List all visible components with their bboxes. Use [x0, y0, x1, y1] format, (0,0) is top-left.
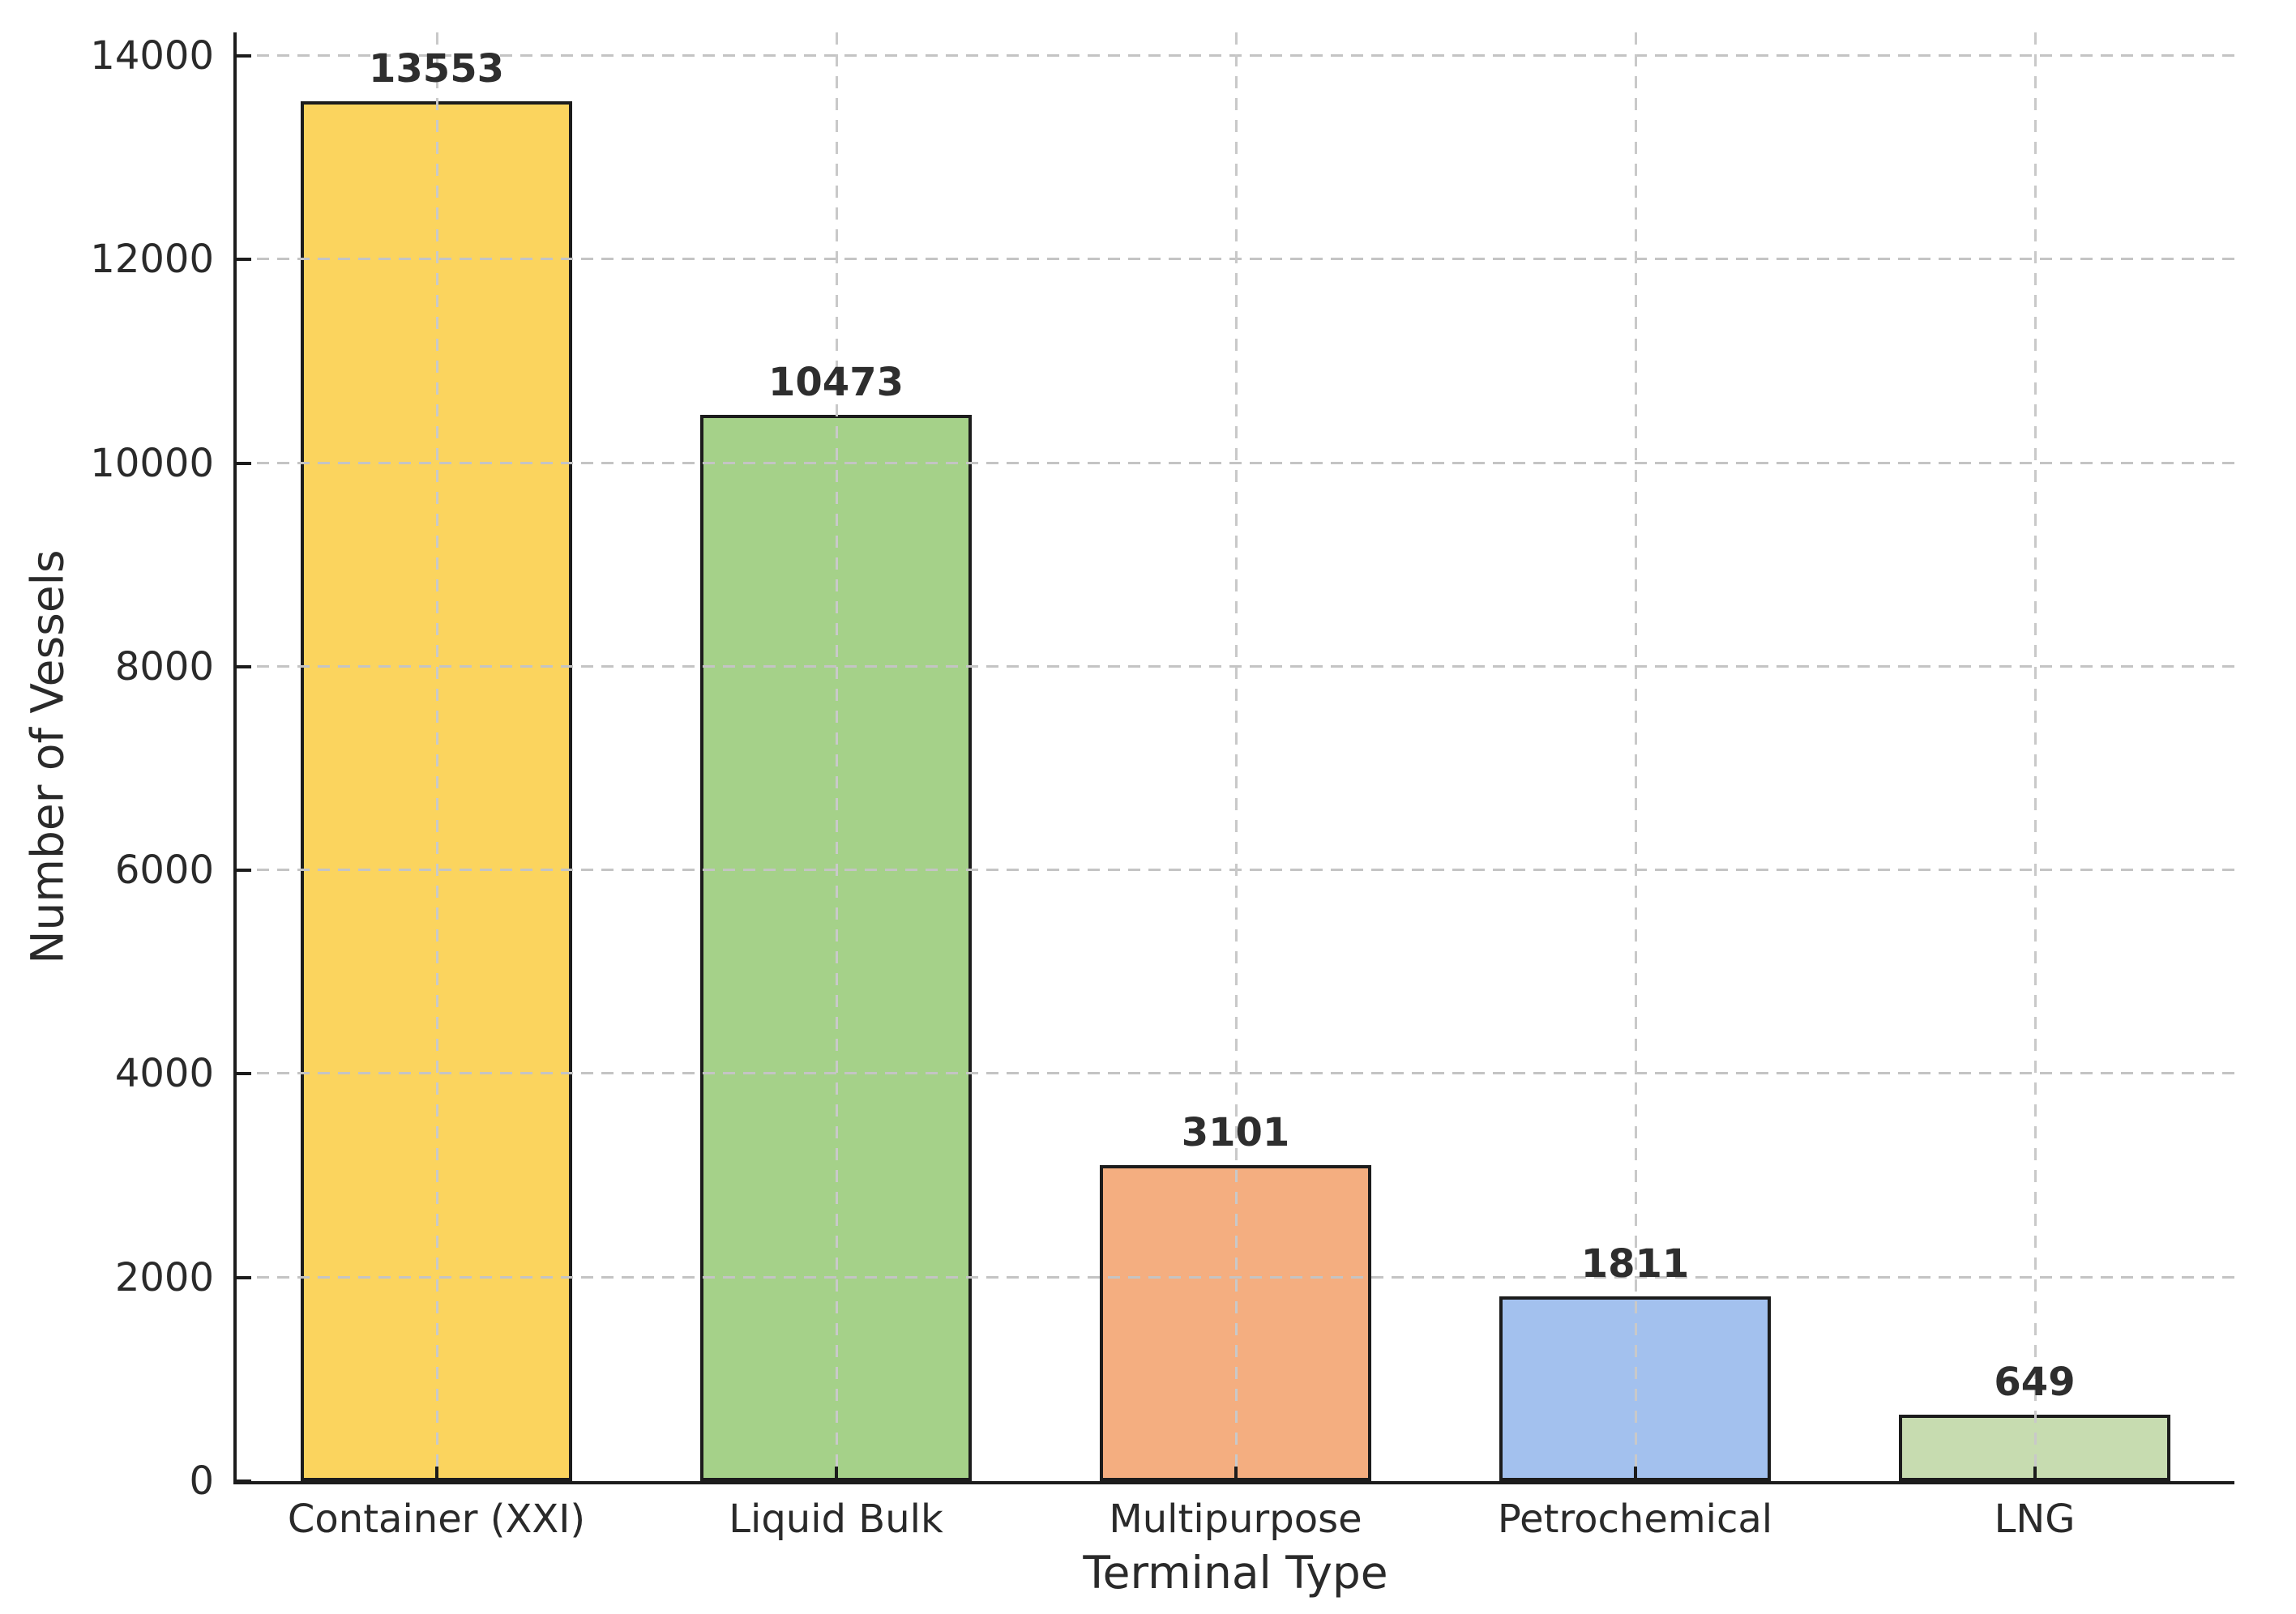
y-tick-label: 6000 — [114, 848, 214, 894]
x-tick-mark — [434, 1467, 438, 1481]
x-category-label: Container (XXI) — [287, 1497, 586, 1542]
y-tick-mark — [237, 1275, 251, 1279]
vertical-gridline — [1634, 32, 1637, 1481]
y-tick-label: 10000 — [90, 440, 214, 486]
y-tick-label: 14000 — [90, 32, 214, 79]
y-tick-mark — [237, 869, 251, 873]
plot-area: Number of Vessels Terminal Type 0 2000 400… — [22, 32, 2234, 1595]
x-tick-mark — [2033, 1467, 2037, 1481]
y-tick-label: 4000 — [114, 1051, 214, 1097]
x-tick-mark — [1234, 1467, 1238, 1481]
bar-value-label: 13553 — [369, 46, 504, 92]
y-tick-mark — [237, 461, 251, 465]
vertical-gridline — [835, 32, 838, 1481]
x-tick-mark — [834, 1467, 838, 1481]
y-tick-mark — [237, 258, 251, 262]
vertical-gridline — [1234, 32, 1238, 1481]
bar-value-label: 649 — [1994, 1360, 2076, 1406]
y-axis-title: Number of Vessels — [21, 549, 74, 964]
bar-value-label: 10473 — [768, 360, 904, 406]
bar-value-label: 3101 — [1181, 1110, 1290, 1156]
y-tick-mark — [237, 1480, 251, 1483]
y-tick-label: 0 — [189, 1458, 214, 1504]
vertical-gridline — [2033, 32, 2037, 1481]
y-tick-label: 12000 — [90, 237, 214, 283]
y-tick-mark — [237, 53, 251, 58]
x-tick-mark — [1633, 1467, 1637, 1481]
y-tick-mark — [237, 1072, 251, 1076]
x-axis-title: Terminal Type — [1083, 1547, 1388, 1599]
y-tick-mark — [237, 664, 251, 668]
y-tick-label: 2000 — [114, 1254, 214, 1300]
y-tick-label: 8000 — [114, 643, 214, 690]
x-category-label: Multipurpose — [1109, 1497, 1362, 1542]
bar-value-label: 1811 — [1580, 1241, 1690, 1287]
x-category-label: Liquid Bulk — [729, 1497, 943, 1542]
x-category-label: Petrochemical — [1497, 1497, 1773, 1542]
vertical-gridline — [435, 32, 438, 1481]
x-category-label: LNG — [1994, 1497, 2076, 1542]
